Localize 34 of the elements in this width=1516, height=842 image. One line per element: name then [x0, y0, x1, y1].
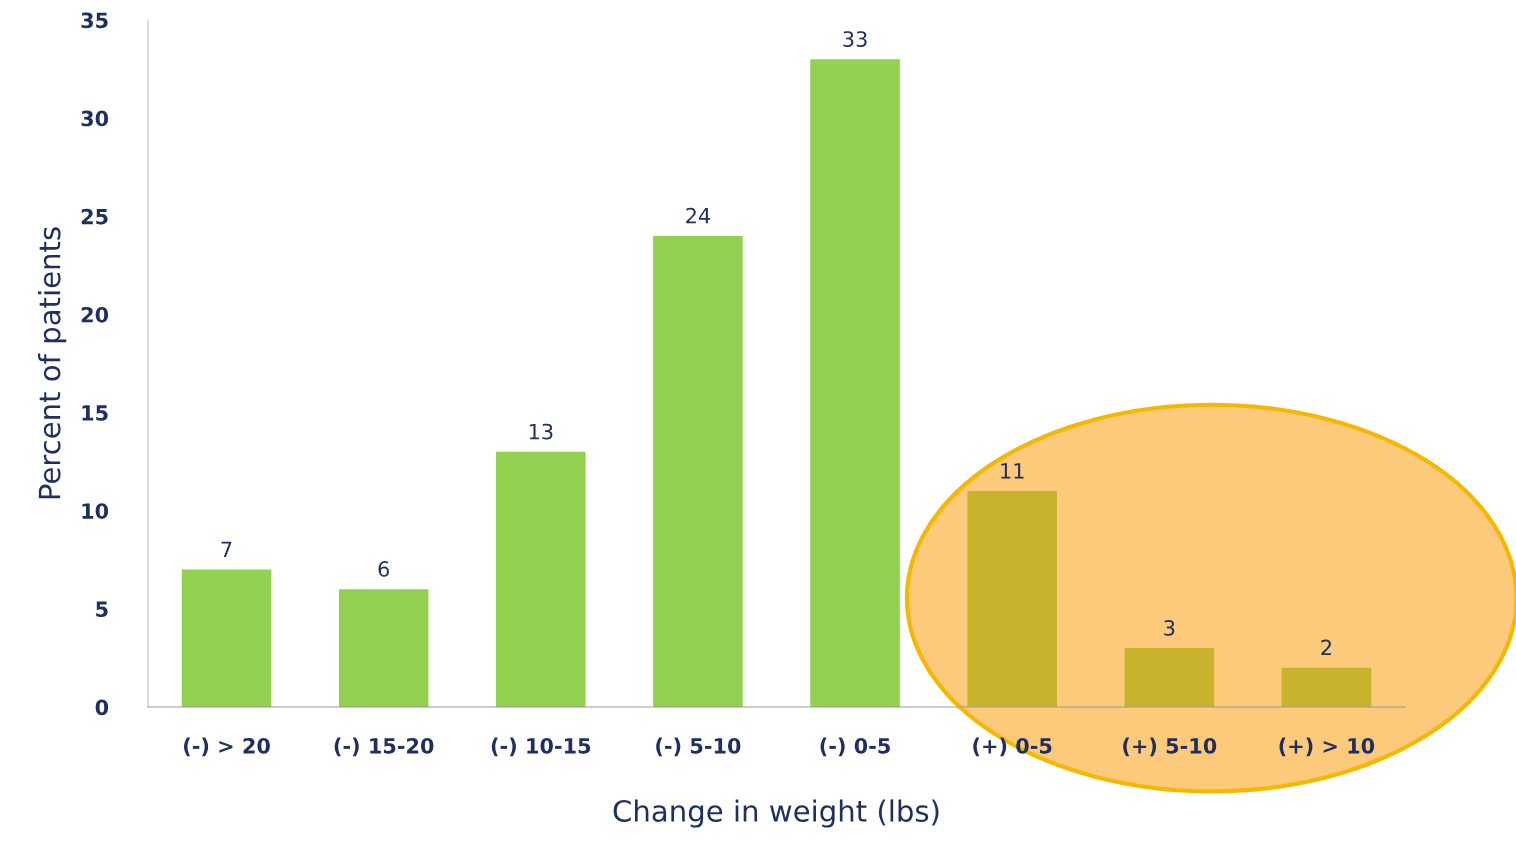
y-tick-label: 35 — [81, 12, 108, 29]
y-tick-label: 0 — [95, 699, 109, 716]
x-tick-label: (+) 0-5 — [973, 737, 1052, 757]
bar — [496, 451, 586, 707]
data-label: 6 — [378, 561, 389, 577]
x-tick-label: (-) > 20 — [184, 737, 270, 757]
y-tick-label: 30 — [81, 110, 109, 127]
bar — [967, 491, 1057, 707]
x-axis-title: Change in weight (lbs) — [613, 799, 939, 828]
bar — [338, 589, 429, 707]
y-tick-label: 25 — [81, 208, 108, 225]
x-tick-label: (-) 5-10 — [656, 737, 741, 757]
x-tick-label: (+) 5-10 — [1123, 737, 1217, 757]
y-tick-label: 10 — [82, 503, 109, 519]
data-label: 7 — [221, 541, 232, 557]
x-tick-label: (-) 10-15 — [491, 737, 591, 757]
bar — [810, 59, 900, 707]
x-tick-label: (-) 15-20 — [334, 737, 434, 757]
y-tick-label: 5 — [96, 601, 108, 618]
y-axis-title: Percent of patients — [38, 227, 67, 499]
bar — [653, 235, 743, 707]
data-label: 33 — [843, 31, 867, 47]
bar — [1281, 667, 1372, 707]
data-label: 3 — [1164, 619, 1175, 636]
x-tick-label: (+) > 10 — [1279, 737, 1375, 757]
data-label: 11 — [1001, 463, 1024, 479]
x-tick-label: (-) 0-5 — [820, 737, 890, 757]
data-label: 13 — [529, 423, 553, 440]
data-label: 2 — [1321, 639, 1331, 656]
y-tick-label: 20 — [81, 306, 109, 323]
bar — [1124, 648, 1215, 707]
bar — [181, 569, 272, 707]
data-label: 24 — [686, 207, 711, 224]
y-tick-label: 15 — [82, 405, 108, 421]
